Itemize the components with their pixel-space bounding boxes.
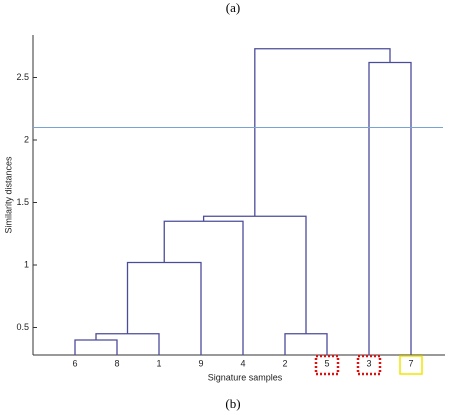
y-tick-label: 2.5 xyxy=(16,72,29,82)
y-tick-label: 2 xyxy=(24,134,29,144)
dendrogram-link xyxy=(284,333,328,355)
x-tick-label: 8 xyxy=(114,358,119,368)
dendrogram-link xyxy=(126,261,202,355)
x-tick-label: 7 xyxy=(408,358,413,368)
x-tick-label: 2 xyxy=(282,358,287,368)
dendrogram-link xyxy=(254,48,391,217)
dendrogram-link xyxy=(74,339,118,355)
x-tick-label: 9 xyxy=(198,358,203,368)
y-tick-label: 1.5 xyxy=(16,197,29,207)
x-tick-label: 1 xyxy=(156,358,161,368)
dendrogram-link xyxy=(202,215,307,334)
highlight-box xyxy=(399,355,423,375)
dendrogram-link xyxy=(368,61,412,355)
caption-top: (a) xyxy=(226,0,240,15)
y-tick-label: 0.5 xyxy=(16,322,29,332)
y-axis-label: Similarity distances xyxy=(3,156,13,234)
x-tick-label: 5 xyxy=(324,358,329,368)
caption-bottom: (b) xyxy=(225,396,240,411)
x-tick-label: 3 xyxy=(366,358,371,368)
y-tick-label: 1 xyxy=(24,259,29,269)
x-tick-label: 4 xyxy=(240,358,245,368)
x-axis-label: Signature samples xyxy=(208,372,283,382)
dendrogram-link xyxy=(95,333,160,355)
x-tick-label: 6 xyxy=(72,358,77,368)
dendrogram-link xyxy=(163,220,244,355)
